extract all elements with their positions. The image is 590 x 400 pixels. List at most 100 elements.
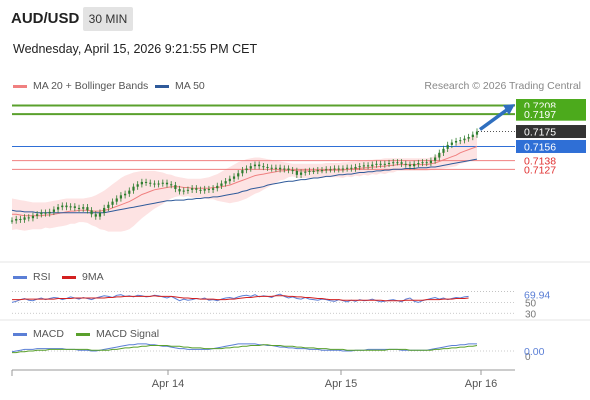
candle-body (371, 164, 374, 167)
candle (392, 159, 395, 167)
rsi-swatch (13, 275, 27, 279)
candle-body (119, 195, 123, 199)
candle (413, 160, 416, 170)
candle (253, 161, 257, 170)
macd-ref-label-0: 0 (525, 352, 531, 363)
candle-body (107, 204, 110, 208)
candle (224, 178, 227, 187)
candle-body (270, 167, 273, 169)
legend-ma20-label: MA 20 + Bollinger Bands (33, 80, 149, 92)
candle-body (19, 218, 22, 220)
candle (454, 137, 458, 146)
candle-body (182, 190, 185, 192)
candle (258, 161, 261, 170)
candle (400, 159, 403, 167)
candle (153, 180, 156, 188)
candle (366, 162, 370, 170)
candle (48, 208, 51, 217)
candle-body (216, 185, 219, 189)
candle (203, 185, 206, 194)
bollinger-band-fill (12, 134, 477, 232)
candle (207, 185, 210, 193)
candle-body (136, 184, 139, 187)
candle-body (350, 167, 353, 169)
candle (475, 128, 479, 138)
candle-body (178, 189, 181, 192)
candle-body (65, 205, 68, 208)
candle-body (157, 183, 160, 185)
candle (170, 181, 173, 189)
candle (77, 204, 81, 212)
candle-body (262, 166, 265, 168)
candle-body (207, 189, 210, 191)
candle-body (149, 182, 152, 184)
candle-body (442, 148, 445, 153)
candle (98, 209, 102, 220)
candle (450, 139, 453, 149)
candle (446, 141, 449, 152)
candle (429, 157, 433, 167)
candle-body (308, 170, 311, 172)
candle (354, 163, 357, 172)
candle (312, 167, 315, 175)
candle (350, 164, 353, 172)
candle (144, 178, 148, 186)
forecast-arrow-head (503, 104, 515, 116)
rsi-ref-label-1: 30 (525, 309, 537, 320)
candle (241, 166, 244, 177)
candle-body (124, 193, 127, 196)
candle (396, 159, 399, 166)
research-credit: Research © 2026 Trading Central (424, 80, 581, 92)
symbol-title: AUD/USD (11, 10, 80, 27)
candle (23, 214, 26, 223)
rsi-ref-label-0: 50 (525, 298, 537, 309)
candle-body (241, 170, 244, 174)
time-axis-label-0: Apr 14 (152, 378, 184, 390)
candle-body (387, 163, 391, 165)
candle-body (153, 183, 156, 185)
rsi-line (11, 293, 469, 303)
candle (195, 185, 198, 193)
candle-body (346, 167, 349, 169)
candle-body (203, 189, 206, 191)
candle-body (132, 186, 135, 191)
candle (262, 163, 265, 171)
time-axis-label-2: Apr 16 (465, 378, 497, 390)
candle-body (48, 211, 51, 214)
candle (186, 186, 190, 194)
legend-rsi-label: RSI (33, 271, 51, 283)
candle-body (144, 181, 148, 183)
candle (199, 186, 202, 194)
candle-body (36, 214, 39, 216)
candle-body (103, 207, 106, 213)
candle-body (98, 212, 102, 217)
timeframe-badge[interactable]: 30 MIN (83, 7, 133, 31)
candle (228, 175, 231, 185)
chart-header: AUD/USD 30 MIN (0, 0, 590, 34)
candle (165, 179, 169, 188)
legend-macd: MACD (13, 328, 64, 340)
legend-rsi: RSI (13, 271, 51, 283)
candle-body (245, 168, 248, 171)
candle (157, 180, 160, 188)
candle-body (429, 160, 433, 164)
candle-body (312, 170, 315, 172)
candle (40, 209, 43, 218)
candle-body (237, 173, 240, 177)
candle (86, 204, 89, 214)
candle (279, 164, 282, 173)
candle-body (362, 165, 365, 167)
candle (417, 159, 420, 167)
candle (44, 209, 47, 217)
candle (438, 149, 441, 161)
level-label-3: 0.7156 (524, 141, 556, 153)
candle-body (400, 162, 403, 164)
candle-body (161, 182, 164, 184)
candle-body (450, 142, 453, 145)
candle-body (279, 167, 282, 170)
legend-macd-label: MACD (33, 328, 64, 340)
candle-body (291, 170, 294, 172)
candle-body (165, 182, 169, 185)
candle (27, 214, 30, 222)
